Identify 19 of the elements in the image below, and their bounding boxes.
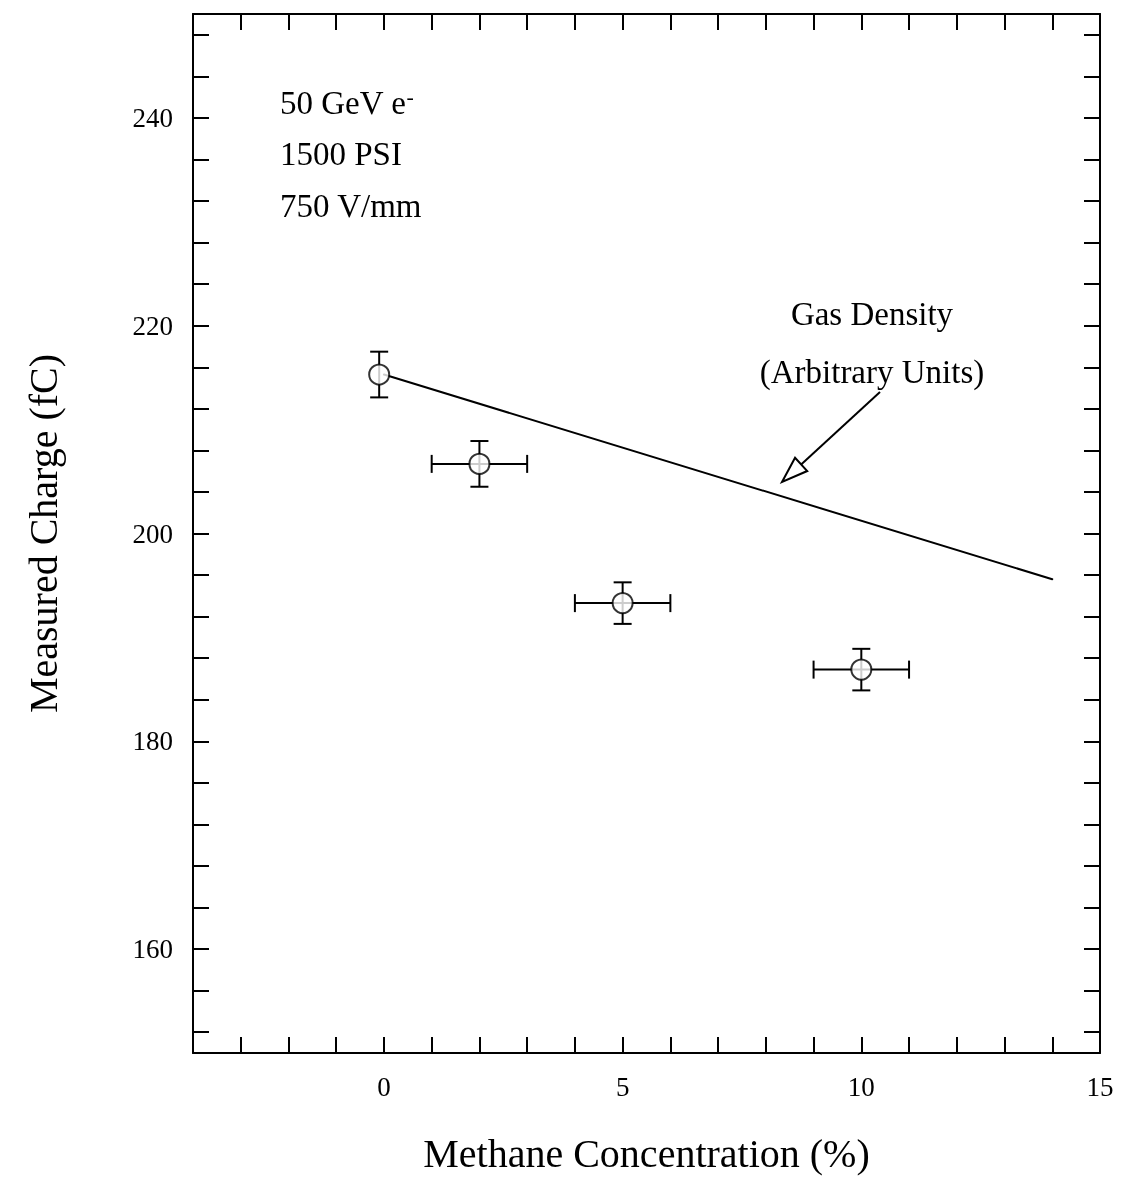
x-tick-label: 10 [847,1071,875,1102]
y-tick-label: 220 [132,310,173,341]
x-tick-label: 5 [615,1071,630,1102]
y-axis-title: Measured Charge (fC) [20,353,66,714]
x-tick-label: 0 [377,1071,391,1102]
annotation: Gas Density (Arbitrary Units) [759,296,985,391]
point [611,592,634,615]
point [850,658,873,681]
y-tick-label: 240 [132,102,173,133]
x-tick-label: 15 [1086,1071,1114,1102]
point [368,363,391,386]
annotation: 750 V/mm [280,187,422,224]
x-axis-title: Methane Concentration (%) [423,1130,870,1176]
y-tick-label: 180 [132,726,173,757]
annotation: 1500 PSI [280,135,402,172]
annotation: 50 GeV e- [280,83,414,121]
y-tick-label: 200 [132,518,173,549]
point [468,452,491,475]
y-tick-label: 160 [132,934,173,965]
